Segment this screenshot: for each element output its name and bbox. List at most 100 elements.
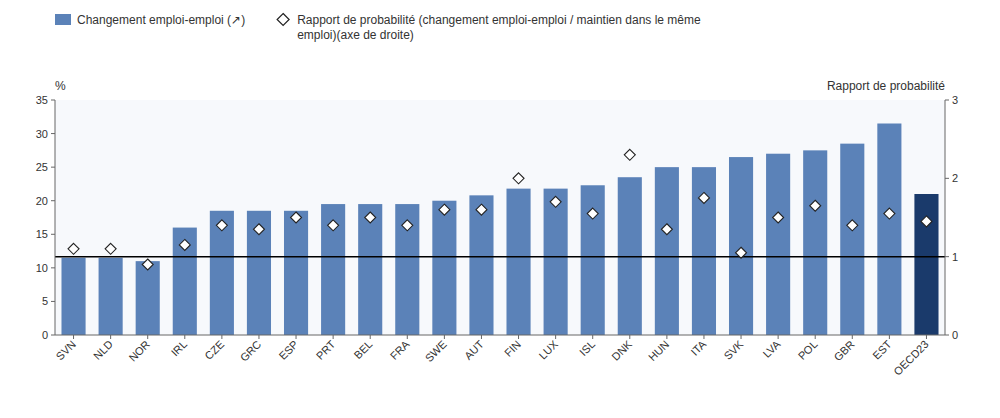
diamond-marker — [253, 224, 264, 235]
diamond-marker — [587, 208, 598, 219]
x-tick — [703, 335, 704, 339]
x-tick-label: GBR — [831, 338, 856, 363]
x-tick — [741, 335, 742, 339]
x-tick-label: FRA — [388, 337, 413, 362]
bar — [766, 154, 790, 335]
diamond-marker — [216, 220, 227, 231]
marks — [55, 124, 945, 336]
bar — [173, 228, 197, 335]
y-axis-line — [55, 100, 56, 335]
y-tick — [51, 200, 55, 201]
y-tick — [51, 301, 55, 302]
x-tick-label: ISL — [577, 338, 597, 358]
bar — [655, 167, 679, 335]
x-tick-label: NOR — [126, 338, 152, 364]
bar — [136, 261, 160, 335]
bar — [544, 189, 568, 335]
chart: Changement emploi-emploi (↗) Rapport de p… — [0, 0, 1000, 418]
diamond-marker — [513, 173, 524, 184]
bar — [358, 204, 382, 335]
y-tick-label: 5 — [42, 295, 48, 307]
y-tick-label: 15 — [36, 228, 48, 240]
y-tick-label: 20 — [36, 195, 48, 207]
bar — [432, 201, 456, 335]
x-tick-label: POL — [796, 338, 820, 362]
x-tick-label: SVN — [53, 338, 78, 363]
y2-tick-label: 1 — [952, 251, 958, 263]
x-tick-label: SVK — [721, 337, 746, 362]
bar — [840, 144, 864, 335]
y-tick — [51, 167, 55, 168]
y2-tick — [945, 256, 949, 257]
diamond-marker — [402, 220, 413, 231]
x-tick — [778, 335, 779, 339]
x-tick-label: ITA — [688, 337, 708, 357]
y-tick-label: 30 — [36, 128, 48, 140]
x-tick — [815, 335, 816, 339]
x-tick — [518, 335, 519, 339]
x-tick-label: PRT — [314, 338, 338, 362]
bar — [284, 211, 308, 335]
bar — [210, 211, 234, 335]
diamond-marker — [476, 204, 487, 215]
diamond-marker — [624, 149, 635, 160]
x-tick — [333, 335, 334, 339]
x-tick — [147, 335, 148, 339]
x-tick-label: LUX — [536, 337, 560, 361]
y2-axis-label: Rapport de probabilité — [827, 79, 945, 93]
diamond-marker — [142, 259, 153, 270]
x-tick — [73, 335, 74, 339]
x-tick-label: CZE — [202, 338, 226, 362]
x-tick-label: FIN — [502, 338, 523, 359]
diamond-marker — [328, 220, 339, 231]
y2-tick-label: 0 — [952, 329, 958, 341]
diamond-marker — [291, 212, 302, 223]
diamond-marker — [179, 239, 190, 250]
y-tick-label: 25 — [36, 161, 48, 173]
y2-tick — [945, 335, 949, 336]
diamond-marker — [68, 243, 79, 254]
legend-swatch — [55, 14, 71, 25]
x-tick-label: LVA — [760, 337, 783, 360]
y2-axis-line — [945, 100, 946, 335]
y-axis-label: % — [55, 79, 66, 93]
diamond-marker — [105, 243, 116, 254]
y-tick — [51, 335, 55, 336]
y-tick-label: 35 — [36, 94, 48, 106]
x-tick-label: NLD — [91, 338, 115, 362]
x-tick — [889, 335, 890, 339]
x-tick — [592, 335, 593, 339]
y-tick — [51, 133, 55, 134]
bar — [692, 167, 716, 335]
bar — [803, 150, 827, 335]
x-tick — [110, 335, 111, 339]
bar — [581, 185, 605, 335]
legend-label: Changement emploi-emploi (↗) — [77, 13, 245, 27]
x-tick — [296, 335, 297, 339]
x-tick-label: SWE — [423, 338, 449, 364]
diamond-marker — [773, 212, 784, 223]
y-tick — [51, 100, 55, 101]
x-tick — [926, 335, 927, 339]
diamond-marker — [550, 196, 561, 207]
bar — [877, 124, 901, 336]
x-tick-label: AUT — [462, 338, 486, 362]
y-tick — [51, 234, 55, 235]
bar — [469, 195, 493, 335]
diamond-marker — [698, 192, 709, 203]
bar — [247, 211, 271, 335]
x-tick-label: HUN — [646, 338, 671, 363]
diamond-marker — [439, 204, 450, 215]
y-tick — [51, 267, 55, 268]
y2-tick-label: 2 — [952, 172, 958, 184]
diamond-marker — [921, 216, 932, 227]
x-tick — [481, 335, 482, 339]
y2-tick — [945, 100, 949, 101]
legend-marker — [277, 14, 289, 26]
bar — [506, 189, 530, 335]
x-tick — [407, 335, 408, 339]
y2-tick — [945, 178, 949, 179]
bar — [729, 157, 753, 335]
x-tick-label: IRL — [169, 338, 190, 359]
x-tick-label: EST — [870, 338, 894, 362]
